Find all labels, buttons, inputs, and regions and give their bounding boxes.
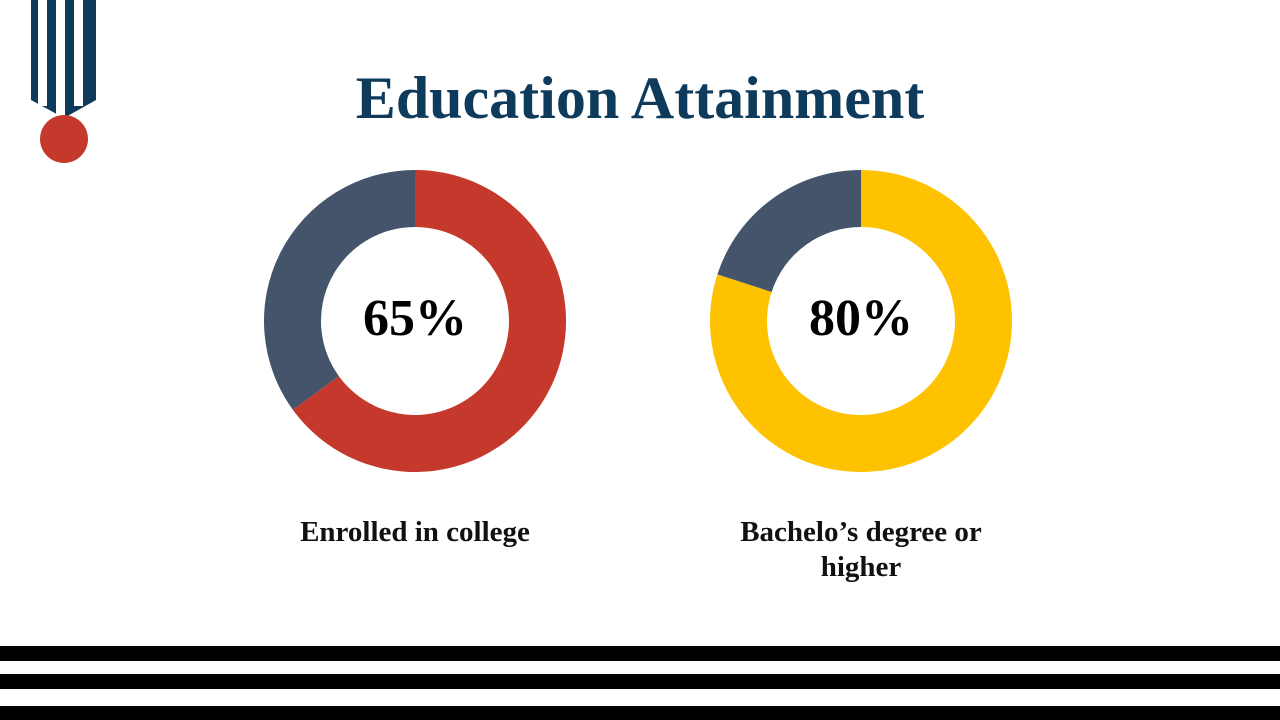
donut-segment	[709, 170, 1013, 472]
donut-segment	[264, 170, 415, 410]
slide-title: Education Attainment	[356, 65, 924, 131]
donut-segment	[292, 170, 567, 473]
chart-caption: Bachelo’s degree or higher	[740, 516, 982, 583]
chart-caption: Enrolled in college	[300, 516, 530, 548]
donut-segment	[717, 170, 861, 292]
value-label: 80%	[809, 290, 913, 347]
decoration-lines	[0, 646, 1280, 720]
value-label: 65%	[363, 290, 467, 347]
decoration-stripes	[31, 0, 96, 163]
